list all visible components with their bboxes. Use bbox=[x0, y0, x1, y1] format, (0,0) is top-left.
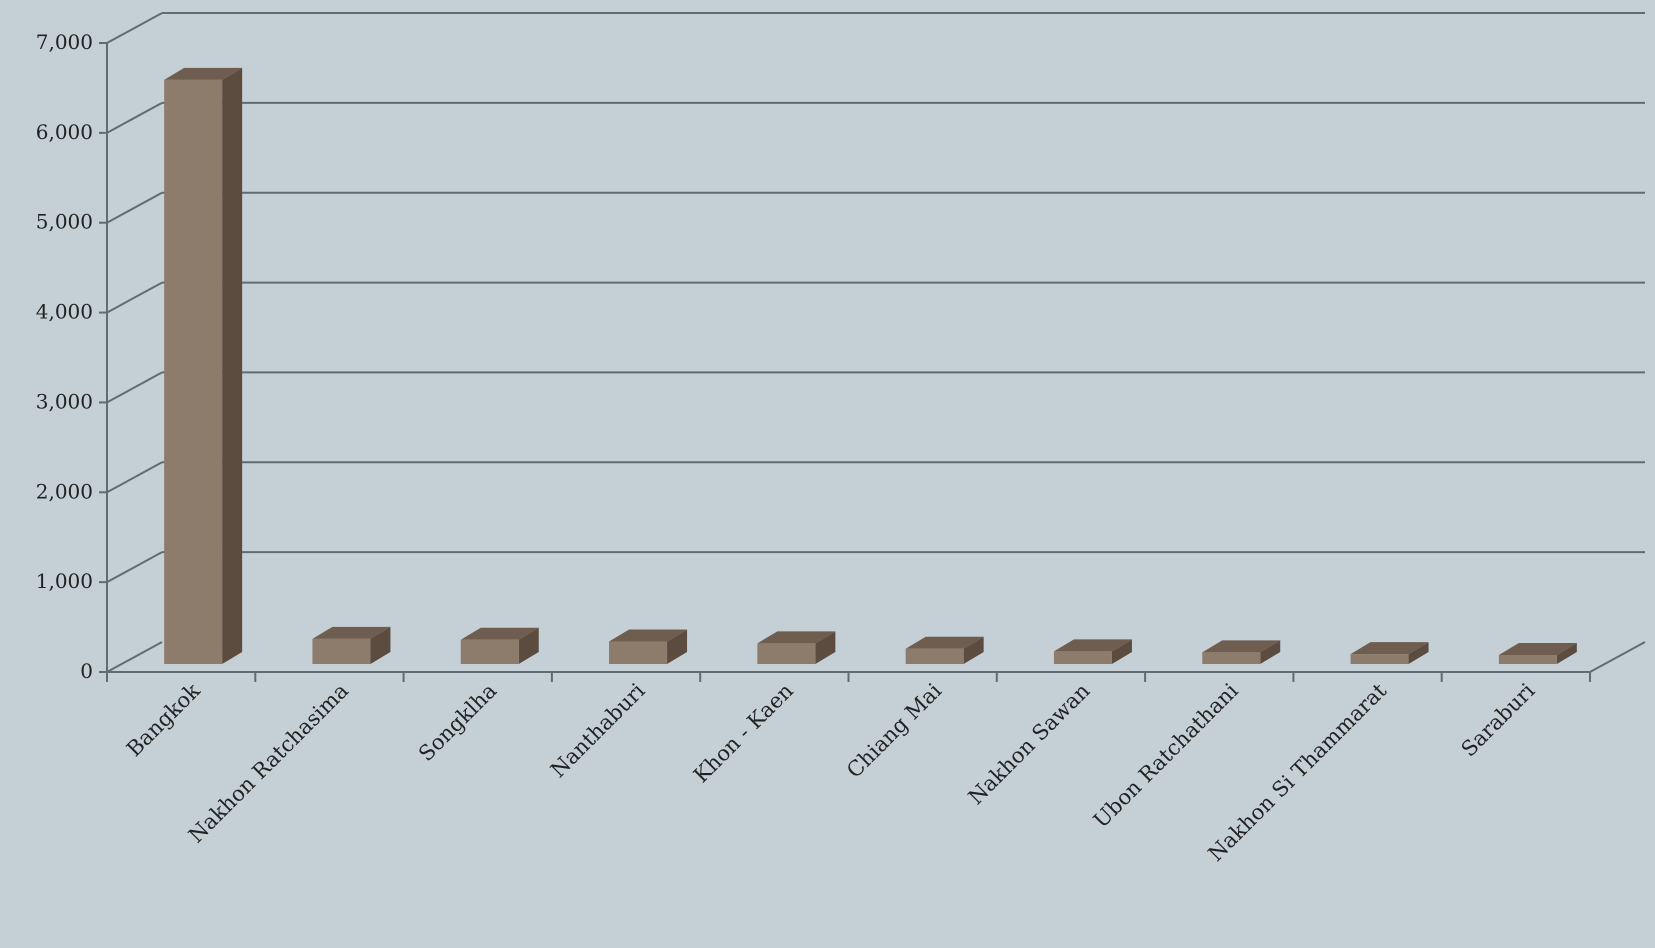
bar bbox=[164, 67, 243, 664]
bar-side bbox=[1111, 639, 1132, 664]
bar-top bbox=[164, 67, 243, 80]
gridline-depth bbox=[106, 101, 163, 134]
y-axis-tick-labels: 0 1,000 2,000 3,000 4,000 5,000 6,000 7,000 bbox=[36, 30, 93, 683]
bar-top bbox=[1202, 640, 1281, 653]
bar bbox=[460, 627, 539, 664]
bar-top bbox=[1350, 642, 1429, 655]
bar-top bbox=[1498, 643, 1577, 656]
axes bbox=[99, 42, 1646, 682]
bar bbox=[757, 631, 836, 664]
gridline-depth bbox=[106, 371, 163, 404]
bar-side bbox=[815, 631, 836, 664]
gridlines bbox=[106, 12, 1645, 673]
bar-top bbox=[757, 631, 836, 644]
y-tick-label: 0 bbox=[80, 659, 93, 683]
bar-side bbox=[1556, 643, 1577, 664]
bar bbox=[1202, 640, 1281, 664]
bar-side bbox=[222, 67, 243, 664]
gridline-depth bbox=[106, 191, 163, 224]
bar-side bbox=[1408, 642, 1429, 664]
bar-side bbox=[370, 626, 391, 664]
bar-front bbox=[312, 638, 371, 664]
y-tick-label: 3,000 bbox=[36, 389, 93, 413]
bar-front bbox=[1350, 654, 1409, 664]
bar bbox=[1053, 639, 1132, 664]
y-tick-label: 7,000 bbox=[36, 30, 93, 54]
bar-side bbox=[667, 629, 688, 664]
bar-top bbox=[609, 629, 688, 642]
bar-side bbox=[518, 627, 539, 664]
bar bbox=[312, 626, 391, 664]
gridline-depth bbox=[106, 551, 163, 584]
gridline-depth bbox=[106, 12, 163, 44]
gridline-depth bbox=[106, 281, 163, 314]
bar bbox=[905, 636, 984, 664]
bar bbox=[609, 629, 688, 664]
bar-front bbox=[1053, 651, 1112, 664]
y-tick-label: 4,000 bbox=[36, 300, 93, 324]
bar-top bbox=[905, 636, 984, 649]
bar-side bbox=[963, 636, 984, 664]
bar-front bbox=[905, 648, 964, 664]
bar-front bbox=[1498, 655, 1557, 664]
bar-side bbox=[1260, 640, 1281, 664]
gridline-depth bbox=[106, 641, 163, 673]
y-tick-label: 6,000 bbox=[36, 120, 93, 144]
y-tick-label: 5,000 bbox=[36, 210, 93, 234]
bar-top bbox=[312, 626, 391, 639]
bar-top bbox=[460, 627, 539, 640]
bar bbox=[1350, 642, 1429, 664]
bar-front bbox=[460, 639, 519, 664]
bars bbox=[164, 67, 1577, 664]
bar bbox=[1498, 643, 1577, 664]
bar-top bbox=[1053, 639, 1132, 652]
y-tick-label: 2,000 bbox=[36, 479, 93, 503]
bar-front bbox=[1202, 652, 1261, 664]
y-tick-label: 1,000 bbox=[36, 569, 93, 593]
bar-front bbox=[757, 643, 816, 664]
gridline-depth bbox=[106, 461, 163, 494]
bar-front bbox=[609, 641, 668, 664]
bar-front bbox=[164, 79, 223, 664]
